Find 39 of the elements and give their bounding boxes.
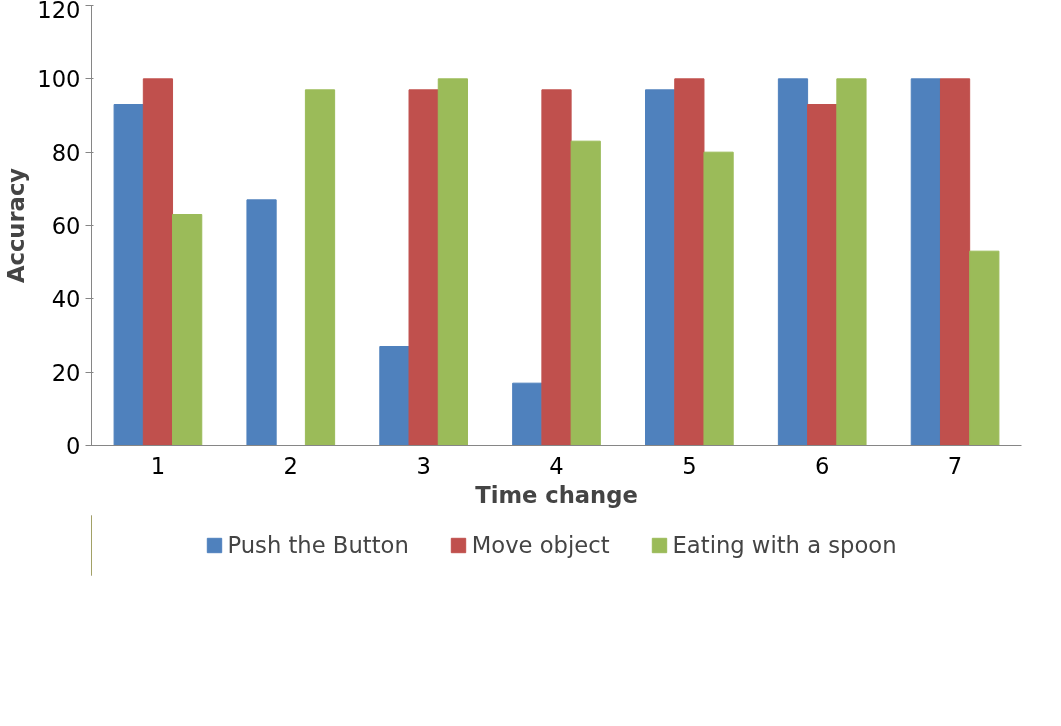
bar bbox=[437, 78, 468, 446]
legend-label: Move object bbox=[471, 532, 610, 558]
x-tick-label: 6 bbox=[815, 452, 830, 479]
y-tick-label: 80 bbox=[51, 139, 81, 166]
y-tick-label: 20 bbox=[51, 359, 81, 386]
bar bbox=[807, 104, 838, 446]
y-tick-label: 60 bbox=[51, 213, 81, 239]
x-tick-label: 7 bbox=[947, 452, 963, 479]
bar bbox=[570, 140, 601, 446]
bar bbox=[304, 89, 336, 446]
bar bbox=[939, 78, 971, 446]
x-tick-label: 2 bbox=[283, 452, 298, 479]
bar bbox=[910, 78, 941, 446]
y-axis-title: Accuracy bbox=[3, 167, 30, 284]
y-tick-label: 40 bbox=[51, 286, 81, 313]
x-tick-label: 4 bbox=[549, 452, 564, 479]
bar bbox=[512, 382, 543, 446]
bar bbox=[408, 89, 439, 446]
bar bbox=[777, 78, 809, 446]
x-tick-label: 3 bbox=[416, 452, 431, 479]
x-tick-label: 5 bbox=[682, 452, 697, 479]
bar bbox=[142, 78, 174, 446]
legend-label: Eating with a spoon bbox=[672, 532, 897, 558]
bar bbox=[246, 199, 277, 446]
bar bbox=[836, 78, 867, 446]
bar bbox=[703, 151, 734, 446]
bar bbox=[541, 89, 572, 446]
legend-label: Push the Button bbox=[227, 532, 409, 558]
bar bbox=[674, 78, 705, 446]
bar bbox=[379, 346, 410, 446]
bar bbox=[172, 214, 203, 446]
x-axis-title: Time change bbox=[475, 481, 638, 508]
y-tick-label: 120 bbox=[37, 0, 81, 23]
x-tick-label: 1 bbox=[150, 452, 166, 479]
bar bbox=[969, 250, 1000, 446]
y-tick-label: 0 bbox=[66, 433, 81, 459]
y-tick-label: 100 bbox=[37, 66, 81, 93]
bar bbox=[645, 89, 676, 446]
bar bbox=[113, 104, 144, 446]
